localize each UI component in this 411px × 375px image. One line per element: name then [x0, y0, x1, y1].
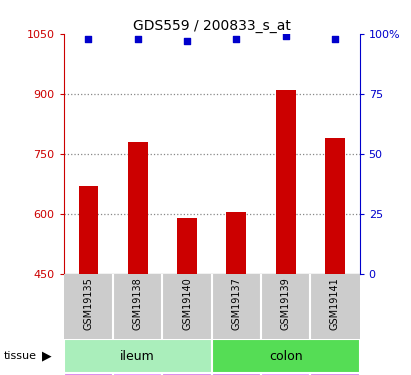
Point — [282, 33, 289, 39]
Point — [134, 36, 141, 42]
Point — [184, 38, 190, 44]
Bar — [177, 218, 197, 274]
Text: GSM19139: GSM19139 — [281, 277, 291, 330]
Point — [332, 36, 338, 42]
Text: colon: colon — [269, 350, 302, 363]
Bar — [64, 339, 212, 373]
Text: ileum: ileum — [120, 350, 155, 363]
Text: GSM19135: GSM19135 — [83, 277, 93, 330]
Text: GSM19137: GSM19137 — [231, 277, 241, 330]
Bar — [128, 142, 148, 274]
Bar — [310, 373, 360, 375]
Bar — [212, 373, 261, 375]
Text: GSM19138: GSM19138 — [133, 277, 143, 330]
Text: ▶: ▶ — [42, 350, 52, 363]
Bar — [162, 373, 212, 375]
Point — [85, 36, 92, 42]
Text: GSM19140: GSM19140 — [182, 277, 192, 330]
Text: tissue: tissue — [4, 351, 37, 361]
Point — [233, 36, 240, 42]
Text: GSM19141: GSM19141 — [330, 277, 340, 330]
Bar — [64, 373, 113, 375]
Bar — [325, 138, 345, 274]
Bar — [276, 90, 296, 274]
Bar — [79, 186, 98, 274]
Bar — [226, 212, 246, 274]
Bar — [212, 339, 360, 373]
Bar — [113, 373, 162, 375]
Bar — [261, 373, 310, 375]
Title: GDS559 / 200833_s_at: GDS559 / 200833_s_at — [133, 19, 291, 33]
